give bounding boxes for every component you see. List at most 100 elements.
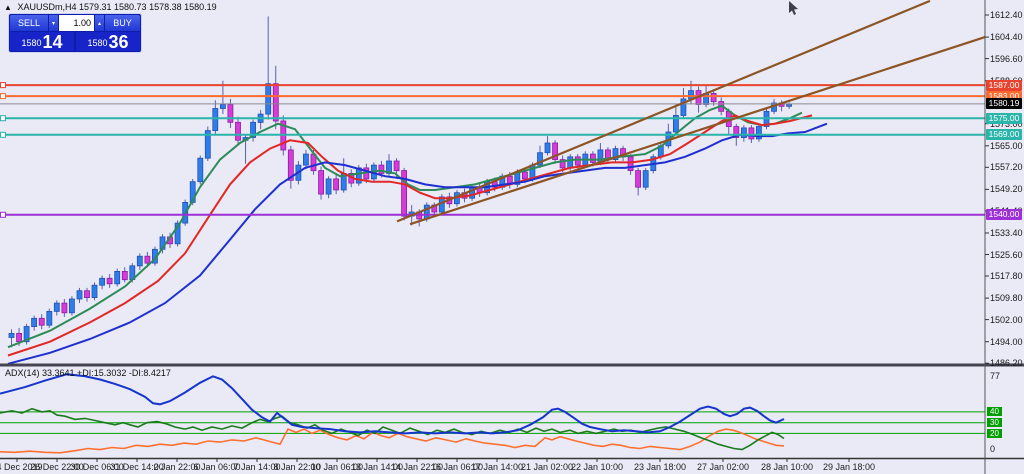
buy-button[interactable]: BUY	[105, 15, 140, 31]
buy-price-display[interactable]: 1580 36	[76, 32, 140, 51]
indicator-axis-zero-label: 0	[990, 444, 996, 454]
candle-bear	[61, 302, 68, 314]
candle-bear	[84, 290, 90, 299]
time-tick-label: 13 Jan 14:00	[350, 462, 404, 472]
candle-bull	[46, 310, 53, 326]
ohlc-low: 1578.38	[149, 2, 182, 12]
collapse-panel-arrow-icon[interactable]: ▲	[4, 3, 12, 12]
price-tick-label: 1573.00	[990, 118, 1023, 129]
candle-bull	[114, 270, 121, 285]
time-tick-label: 29 Jan 18:00	[822, 462, 876, 472]
pane-divider[interactable]	[0, 363, 1024, 367]
candle-bear	[318, 170, 325, 195]
candle-bull	[612, 148, 619, 161]
price-level-badge: 1587.00	[986, 79, 1022, 91]
candle-bear	[121, 270, 128, 281]
volume-input[interactable]: 1.00	[59, 15, 94, 31]
adx-main-line	[0, 373, 785, 435]
time-tick-label: 8 Jan 22:00	[273, 462, 321, 472]
candle-bear	[272, 83, 279, 122]
ma-lips-green-line	[7, 104, 803, 349]
time-tick-label: 31 Dec 14:00	[110, 462, 164, 472]
price-tick-label: 1604.40	[990, 32, 1023, 43]
candle-bear	[227, 104, 234, 123]
candle-bull	[673, 115, 679, 133]
indicator-axis-max-label: 77	[990, 371, 1001, 381]
candle-bear	[574, 156, 581, 166]
trend-line[interactable]	[409, 36, 986, 226]
candle-bear	[393, 160, 400, 172]
candle-bull	[69, 298, 75, 314]
candle-bull	[756, 126, 762, 140]
time-tick-label: 21 Jan 02:00	[520, 462, 574, 472]
price-tick-label: 1509.80	[990, 293, 1023, 304]
volume-up-button[interactable]: ▴	[95, 15, 104, 31]
candle-bull	[136, 255, 143, 267]
candle-bear	[144, 255, 151, 264]
price-tick-label: 1533.40	[990, 228, 1023, 238]
candle-bull	[99, 277, 105, 286]
sell-price-pips: 14	[42, 32, 63, 52]
adx-level-badge: 20	[987, 428, 1002, 438]
price-tick-label: 1502.00	[990, 314, 1023, 325]
candle-bull	[189, 181, 196, 203]
line-handle[interactable]	[0, 115, 6, 122]
candle-bear	[733, 126, 740, 138]
time-tick-label: 30 Dec 06:00	[70, 462, 124, 472]
candle-bull	[53, 302, 60, 312]
time-tick-label: 22 Jan 10:00	[570, 462, 624, 472]
candle-bear	[552, 142, 558, 161]
candle-bull	[537, 152, 543, 166]
ohlc-open: 1579.31	[78, 2, 112, 12]
adx-level-badge: 30	[987, 418, 1002, 428]
candle-bull	[212, 108, 219, 132]
sell-price-display[interactable]: 1580 14	[10, 32, 74, 51]
candle-bear	[38, 317, 45, 326]
candle-bull	[250, 121, 257, 138]
candle-bear	[590, 153, 596, 163]
time-tick-label: 14 Jan 22:00	[390, 462, 444, 472]
candle-bull	[197, 157, 204, 183]
price-level-badge: 1540.00	[986, 209, 1022, 221]
line-handle[interactable]	[0, 93, 6, 100]
time-tick-label: 7 Jan 14:00	[233, 462, 281, 472]
time-tick-label: 23 Jan 18:00	[633, 462, 687, 472]
line-handle[interactable]	[0, 131, 6, 138]
candle-bear	[235, 121, 241, 141]
candle-bull	[680, 98, 687, 116]
price-tick-label: 1557.20	[990, 162, 1023, 173]
candle-bull	[76, 290, 83, 300]
price-level-badge: 1575.00	[986, 112, 1022, 124]
ma-teeth-red-line	[7, 114, 813, 357]
candle-bull	[325, 178, 332, 195]
one-click-trading-panel: SELL ▾ 1.00 ▴ BUY 1580 14 1580 36	[8, 13, 142, 53]
ohlc-close: 1580.19	[184, 2, 217, 12]
candle-bear	[378, 164, 385, 174]
current-price-badge: 1580.19	[986, 98, 1022, 110]
candle-bull	[642, 170, 649, 188]
line-handle[interactable]	[0, 211, 6, 218]
adx-minus-di-line	[0, 428, 785, 454]
price-tick-label: 1486.20	[990, 358, 1023, 369]
sell-button[interactable]: SELL	[10, 15, 48, 31]
time-tick-label: 6 Jan 06:00	[193, 462, 241, 472]
candle-bull	[8, 332, 15, 338]
candle-bear	[16, 332, 23, 343]
time-tick-label: 27 Jan 02:00	[696, 462, 750, 472]
price-tick-label: 1525.60	[990, 249, 1023, 260]
candle-bear	[710, 93, 717, 103]
candle-bull	[302, 153, 309, 166]
line-handle[interactable]	[0, 82, 6, 89]
price-tick-label: 1494.00	[990, 336, 1023, 347]
candle-bull	[23, 326, 30, 343]
volume-down-button[interactable]: ▾	[49, 15, 58, 31]
candle-bull	[204, 130, 211, 159]
time-tick-label: 17 Jan 14:00	[470, 462, 524, 472]
candle-bull	[265, 83, 272, 115]
candle-bull	[386, 160, 392, 174]
trend-line[interactable]	[396, 0, 931, 223]
price-level-badge: 1583.00	[986, 90, 1022, 102]
ma-jaw-blue-line	[7, 122, 828, 365]
